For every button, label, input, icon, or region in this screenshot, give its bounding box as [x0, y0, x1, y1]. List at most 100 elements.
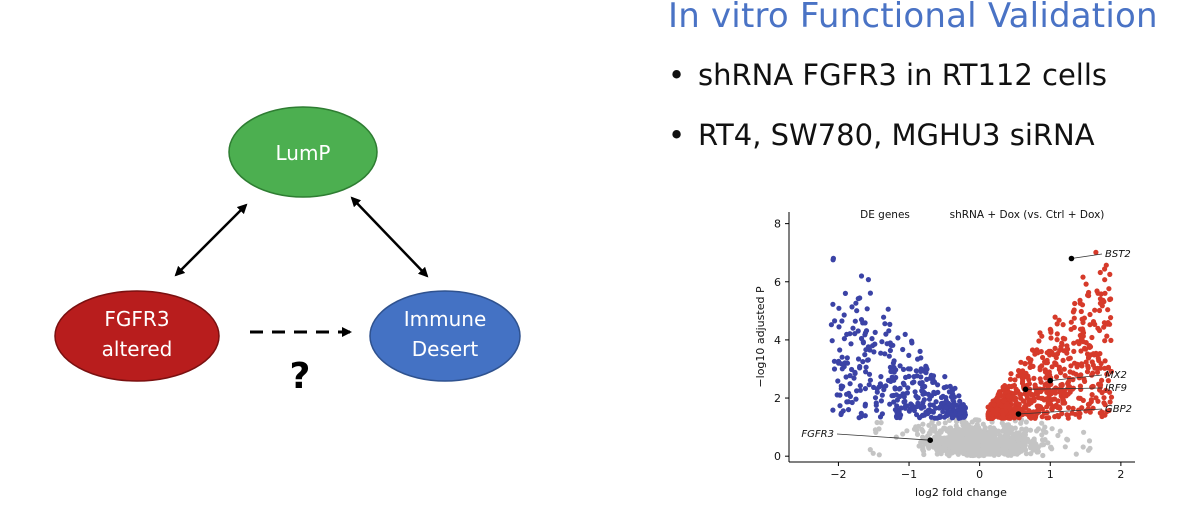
gene-point: [927, 437, 934, 443]
data-point: [985, 438, 991, 444]
data-point: [1107, 389, 1113, 395]
data-point: [1024, 392, 1030, 398]
data-point: [1071, 324, 1077, 331]
data-point: [941, 385, 947, 391]
data-point: [1000, 438, 1006, 444]
data-point: [920, 391, 926, 397]
data-point: [1062, 336, 1068, 342]
data-point: [854, 308, 860, 314]
data-point: [927, 402, 933, 408]
data-point: [855, 296, 861, 302]
data-point: [835, 378, 841, 384]
data-point: [979, 446, 985, 452]
data-point: [1039, 432, 1045, 438]
data-point: [999, 443, 1005, 450]
data-point: [903, 374, 909, 380]
gene-label: IRF9: [1105, 383, 1127, 394]
data-point: [887, 321, 893, 327]
data-point: [1027, 411, 1034, 417]
chart-title: DE genes: [860, 209, 910, 221]
data-point: [862, 330, 869, 336]
x-tick-label: −2: [830, 468, 846, 481]
data-point: [841, 336, 847, 342]
data-point: [873, 429, 879, 435]
data-point: [1055, 412, 1061, 419]
data-point: [1036, 338, 1042, 344]
data-point: [974, 450, 980, 456]
data-point: [1041, 442, 1047, 448]
bullet-dot-icon: •: [668, 118, 686, 152]
chart-subtitle: shRNA + Dox (vs. Ctrl + Dox): [950, 209, 1105, 221]
data-point: [1107, 321, 1113, 327]
data-point: [1089, 384, 1095, 390]
data-point: [1089, 334, 1095, 341]
gene-leader-line: [836, 433, 931, 441]
data-point: [1108, 337, 1114, 343]
data-point: [1060, 322, 1066, 328]
x-tick-label: −1: [901, 468, 917, 481]
data-point: [1004, 430, 1010, 436]
data-point: [1102, 358, 1108, 364]
data-point: [891, 399, 897, 405]
data-point: [1055, 398, 1061, 404]
data-point: [1078, 348, 1084, 354]
data-point: [874, 419, 880, 426]
data-point: [975, 426, 981, 432]
scatter-points: [828, 249, 1115, 459]
data-point: [883, 331, 889, 337]
bullet-text: shRNA FGFR3 in RT112 cells: [698, 58, 1108, 92]
data-point: [1064, 350, 1070, 356]
data-point: [1078, 386, 1084, 392]
gene-label: GBP2: [1105, 404, 1132, 415]
data-point: [876, 426, 882, 432]
data-point: [991, 425, 997, 431]
data-point: [1056, 317, 1062, 323]
data-point: [1044, 370, 1051, 376]
data-point: [1078, 361, 1085, 367]
data-point: [863, 347, 869, 353]
data-point: [1107, 271, 1113, 277]
data-point: [873, 402, 879, 408]
bullet-item: • shRNA FGFR3 in RT112 cells: [668, 58, 1107, 118]
data-point: [1055, 432, 1061, 439]
slide-title: In vitro Functional Validation: [668, 0, 1158, 36]
data-point: [840, 408, 846, 414]
data-point: [1108, 296, 1114, 302]
data-point: [1027, 397, 1033, 403]
data-point: [877, 381, 883, 387]
data-point: [1096, 381, 1102, 387]
data-point: [1083, 346, 1089, 352]
data-point: [957, 398, 963, 404]
data-point: [902, 398, 908, 404]
data-point: [1027, 427, 1034, 433]
data-point: [915, 395, 921, 401]
data-point: [932, 390, 938, 397]
data-point: [1073, 371, 1079, 377]
data-point: [990, 410, 996, 416]
data-point: [1042, 382, 1048, 388]
data-point: [837, 347, 843, 353]
data-point: [1099, 413, 1105, 420]
data-point: [1017, 441, 1023, 448]
data-point: [1037, 364, 1043, 370]
data-point: [1104, 333, 1110, 339]
data-point: [1006, 449, 1012, 455]
data-point: [1039, 333, 1045, 339]
data-point: [1067, 355, 1073, 361]
data-point: [860, 359, 866, 365]
data-point: [938, 435, 944, 441]
data-point: [1065, 437, 1071, 443]
data-point: [941, 425, 947, 431]
data-point: [1043, 429, 1049, 435]
data-point: [1044, 396, 1050, 402]
data-point: [887, 401, 893, 407]
volcano-plot: −2 −1 0 1 2 0 2 4 6 8 BST2 MX2 IRF9 GBP2 FGFR3 DE gen…: [755, 209, 1135, 499]
data-point: [1056, 364, 1062, 370]
data-point: [952, 385, 958, 391]
data-point: [927, 375, 933, 381]
data-point: [890, 375, 896, 381]
data-point: [1098, 291, 1104, 297]
data-point: [1023, 419, 1029, 425]
data-point: [857, 387, 863, 393]
data-point: [974, 432, 980, 438]
